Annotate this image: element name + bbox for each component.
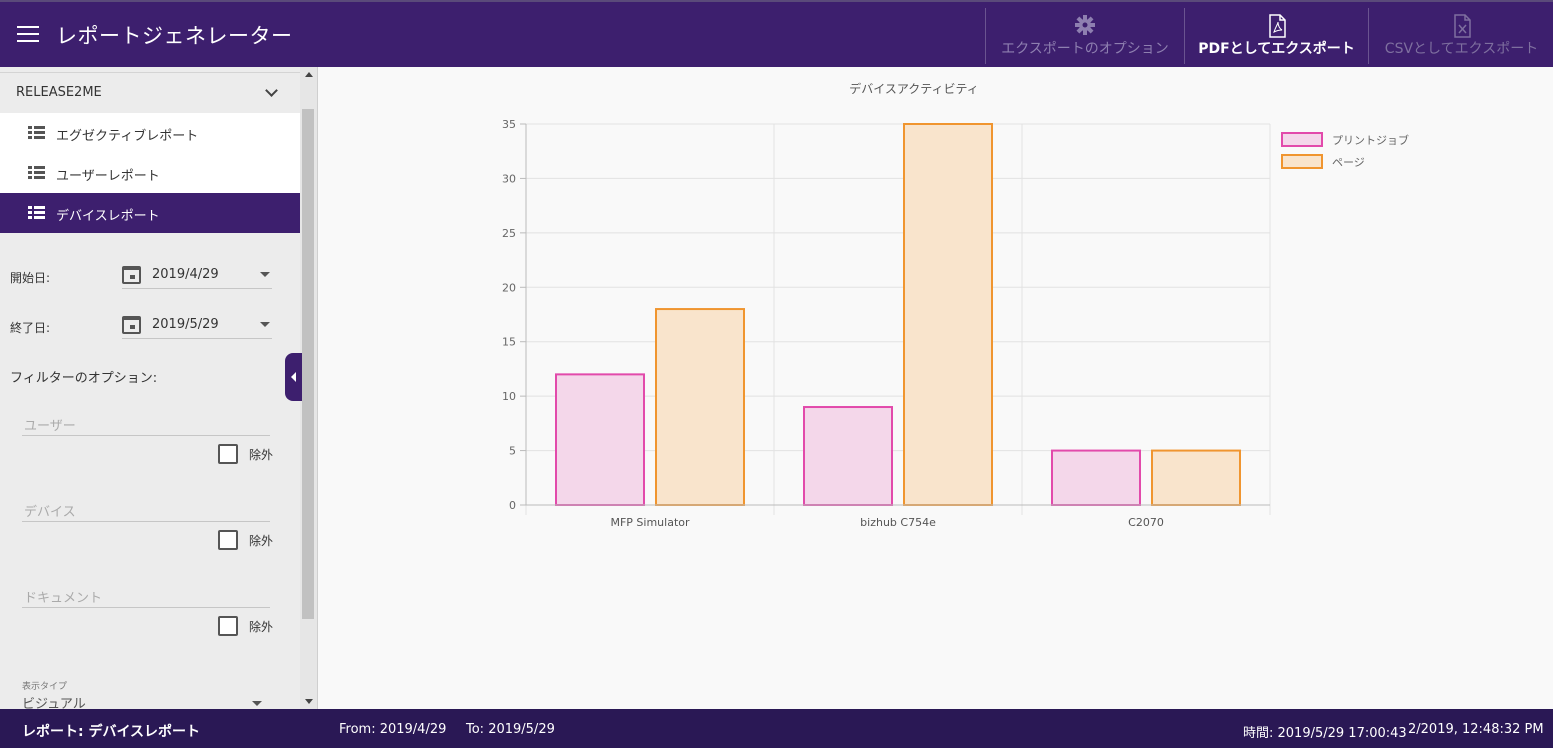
pdf-file-icon: [1268, 14, 1286, 38]
x-tick-label: C2070: [1128, 516, 1164, 529]
y-tick-label: 30: [502, 172, 516, 185]
export-pdf-label: PDFとしてエクスポート: [1198, 41, 1355, 57]
from-date: From: 2019/4/29: [339, 722, 447, 737]
sidebar: RELEASE2ME エグゼクティブレポート ユーザーレポート デバイスレポート…: [0, 67, 318, 709]
collapse-sidebar-button[interactable]: [285, 353, 302, 401]
chevron-down-icon: [265, 84, 278, 97]
exclude-label: 除外: [249, 534, 274, 548]
export-options-label: エクスポートのオプション: [1001, 41, 1169, 57]
csv-file-icon: [1453, 14, 1471, 38]
header-divider: [985, 8, 986, 64]
device-activity-chart: デバイスアクティビティ 0 5 10 15 20 25 30 35 MFP Simulator b…: [502, 81, 1409, 529]
legend-swatch: [1281, 132, 1323, 147]
sidebar-item-label: デバイスレポート: [56, 209, 160, 224]
bar: [1151, 449, 1241, 507]
menu-icon[interactable]: [17, 26, 39, 44]
y-tick-label: 35: [502, 118, 516, 131]
bar: [555, 373, 645, 506]
y-tick-label: 20: [502, 281, 516, 294]
scroll-down-icon[interactable]: [305, 699, 313, 704]
list-icon: [28, 166, 45, 179]
exclude-label: 除外: [249, 620, 274, 634]
bar: [803, 406, 893, 506]
bar: [655, 308, 745, 506]
x-tick-label: bizhub C754e: [860, 516, 936, 529]
bar: [903, 123, 993, 506]
bar: [1051, 449, 1141, 507]
y-tick-label: 25: [502, 227, 516, 240]
release2me-group[interactable]: RELEASE2ME: [0, 73, 301, 113]
checkbox[interactable]: [218, 444, 238, 464]
generated-time: 2/2019, 12:48:32 PM: [1408, 722, 1544, 737]
y-tick-label: 15: [502, 336, 516, 349]
display-type-label: 表示タイプ: [22, 682, 68, 692]
status-footer: レポート: デバイスレポート From: 2019/4/29 To: 2019/…: [0, 709, 1553, 748]
checkbox[interactable]: [218, 616, 238, 636]
start-date-picker[interactable]: 2019/4/29: [122, 265, 272, 289]
legend-swatch: [1281, 154, 1323, 169]
dropdown-arrow-icon: [260, 272, 270, 277]
header-divider: [1368, 8, 1369, 64]
end-date-label: 終了日:: [10, 321, 51, 335]
user-filter-input[interactable]: ユーザー: [22, 410, 270, 436]
dropdown-arrow-icon: [252, 701, 262, 706]
export-options-button[interactable]: エクスポートのオプション: [987, 8, 1183, 64]
header-divider: [1184, 8, 1185, 64]
list-icon: [28, 126, 45, 139]
checkbox[interactable]: [218, 530, 238, 550]
display-type-value: ビジュアル: [22, 697, 86, 709]
export-csv-label: CSVとしてエクスポート: [1384, 41, 1539, 57]
legend-label: ページ: [1332, 156, 1365, 169]
y-tick-label: 10: [502, 390, 516, 403]
group-label: RELEASE2ME: [16, 85, 102, 100]
end-date-picker[interactable]: 2019/5/29: [122, 315, 272, 339]
export-pdf-button[interactable]: PDFとしてエクスポート: [1185, 8, 1368, 64]
display-type-select[interactable]: ビジュアル: [22, 693, 270, 709]
sidebar-item-device-report[interactable]: デバイスレポート: [0, 193, 301, 233]
end-date-value: 2019/5/29: [152, 317, 219, 332]
filter-options-title: フィルターのオプション:: [10, 371, 158, 386]
sidebar-scrollbar[interactable]: [300, 67, 317, 709]
dropdown-arrow-icon: [260, 322, 270, 327]
sidebar-item-label: ユーザーレポート: [56, 169, 160, 184]
app-header: レポートジェネレーター エクスポートのオプション PDFとしてエクスポート: [0, 0, 1553, 67]
y-tick-label: 5: [509, 445, 516, 458]
sidebar-item-label: エグゼクティブレポート: [56, 129, 199, 144]
report-name: レポート: デバイスレポート: [22, 724, 201, 740]
divider: [0, 72, 301, 73]
sidebar-item-executive-report[interactable]: エグゼクティブレポート: [0, 113, 301, 153]
chart-bars: [555, 123, 1241, 507]
chart-title: デバイスアクティビティ: [849, 81, 979, 96]
gear-icon: [1075, 15, 1095, 35]
start-date-value: 2019/4/29: [152, 267, 219, 282]
app-title: レポートジェネレーター: [56, 24, 293, 48]
x-tick-label: MFP Simulator: [610, 516, 690, 529]
calendar-icon: [122, 266, 141, 284]
time-stamp: 時間: 2019/5/29 17:00:43: [1243, 726, 1407, 741]
list-icon: [28, 206, 45, 219]
document-filter-input[interactable]: ドキュメント: [22, 582, 270, 608]
start-date-label: 開始日:: [10, 271, 51, 285]
y-tick-label: 0: [509, 499, 516, 512]
export-csv-button[interactable]: CSVとしてエクスポート: [1370, 8, 1553, 64]
chart-axes: 0 5 10 15 20 25 30 35 MFP Simulator bizhub C754e C…: [502, 118, 1270, 529]
scroll-up-icon[interactable]: [305, 72, 313, 77]
calendar-icon: [122, 316, 141, 334]
device-filter-input[interactable]: デバイス: [22, 496, 270, 522]
sidebar-item-user-report[interactable]: ユーザーレポート: [0, 153, 301, 193]
scrollbar-thumb[interactable]: [302, 109, 314, 619]
legend-label: プリントジョブ: [1332, 133, 1409, 147]
to-date: To: 2019/5/29: [466, 722, 555, 737]
exclude-label: 除外: [249, 448, 274, 462]
